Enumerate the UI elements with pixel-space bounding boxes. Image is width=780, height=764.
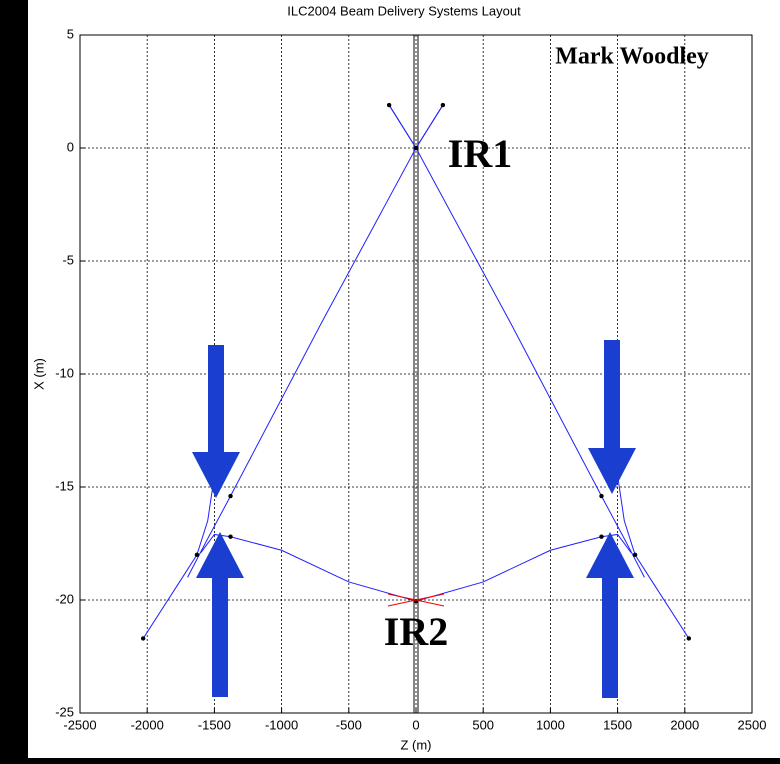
x-tick-label: 1500 (603, 717, 632, 732)
arrow (196, 532, 244, 697)
marker (386, 102, 392, 108)
marker (413, 145, 419, 151)
annotation: IR2 (384, 609, 448, 654)
marker (228, 534, 233, 539)
marker (599, 534, 604, 539)
chart-title: ILC2004 Beam Delivery Systems Layout (287, 3, 521, 18)
x-tick-label: -2000 (131, 717, 164, 732)
marker (228, 493, 233, 499)
marker (194, 552, 200, 557)
x-tick-label: 2000 (670, 717, 699, 732)
x-axis-label: Z (m) (400, 737, 431, 752)
y-tick-label: -20 (55, 591, 74, 606)
arrow (588, 340, 636, 494)
beam-line (388, 104, 645, 578)
x-tick-label: 1000 (536, 717, 565, 732)
marker (599, 493, 604, 499)
annotation: Mark Woodley (555, 44, 709, 70)
marker (440, 102, 446, 108)
marker (140, 636, 146, 641)
y-tick-label: -5 (62, 252, 74, 267)
ir2-marker (387, 593, 445, 607)
x-tick-label: -2500 (63, 717, 96, 732)
arrows (192, 340, 636, 698)
y-tick-label: -15 (55, 478, 74, 493)
annotation: IR1 (448, 131, 512, 176)
x-tick-label: -500 (336, 717, 362, 732)
marker (686, 636, 692, 641)
x-tick-label: 2500 (738, 717, 767, 732)
y-tick-label: -25 (55, 704, 74, 719)
arrow (586, 532, 634, 698)
y-axis-label: X (m) (31, 358, 46, 390)
y-tick-label: 0 (67, 139, 74, 154)
x-tick-label: -1500 (198, 717, 231, 732)
y-tick-label: 5 (67, 26, 74, 41)
beam-lines (140, 102, 692, 641)
x-tick-label: 500 (472, 717, 494, 732)
y-tick-label: -10 (55, 365, 74, 380)
arrow (192, 345, 240, 498)
beam-line (187, 104, 444, 578)
x-tick-label: -1000 (265, 717, 298, 732)
marker (632, 552, 638, 557)
x-tick-label: 0 (412, 717, 419, 732)
